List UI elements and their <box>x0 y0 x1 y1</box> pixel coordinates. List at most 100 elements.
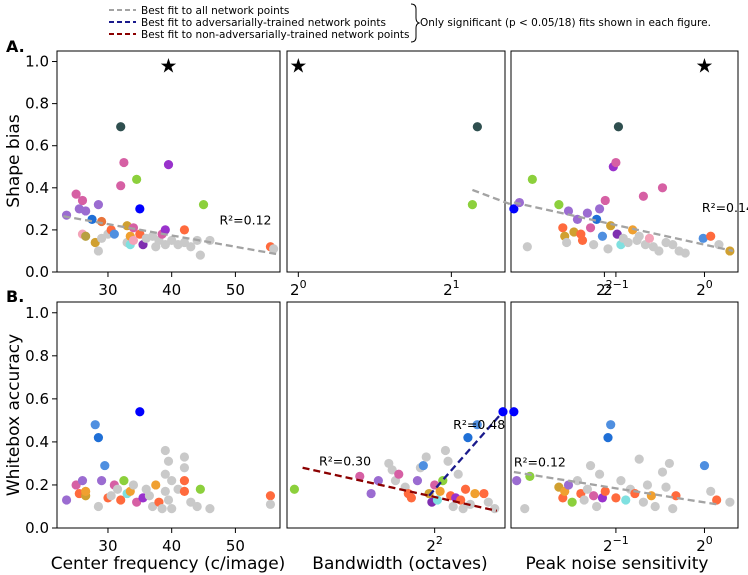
y-tick-label: 1.0 <box>25 53 49 71</box>
data-point <box>81 206 91 216</box>
data-point <box>109 229 119 239</box>
data-point <box>520 504 530 514</box>
y-axis-label: Whitebox accuracy <box>4 334 24 496</box>
data-point <box>192 501 202 512</box>
data-point <box>706 231 716 241</box>
data-point <box>93 433 104 443</box>
x-tick-label: 30 <box>98 281 117 299</box>
data-point <box>563 206 574 216</box>
x-tick-label: 30 <box>98 537 117 555</box>
data-point <box>81 486 91 497</box>
data-point <box>81 231 91 241</box>
r2-label: R²=0.48 <box>453 417 505 432</box>
data-point <box>77 476 88 486</box>
data-point <box>77 195 88 206</box>
data-point <box>97 476 107 486</box>
data-point <box>558 223 568 233</box>
x-tick-label: 20 <box>290 278 307 299</box>
data-point <box>621 495 631 505</box>
y-tick-label: 0.8 <box>25 347 49 365</box>
data-point <box>160 486 170 497</box>
data-point <box>472 122 482 132</box>
r2-label: R²=0.30 <box>319 454 371 469</box>
y-tick-label: 0.2 <box>25 221 49 239</box>
data-point <box>418 460 428 471</box>
data-point <box>440 445 451 456</box>
data-point <box>100 460 110 471</box>
data-point <box>144 491 154 501</box>
y-tick-label: 0.6 <box>25 390 49 408</box>
y-tick-label: 0.4 <box>25 433 49 451</box>
data-point <box>116 122 126 132</box>
x-tick-label: 20 <box>696 278 713 299</box>
y-tick-label: 0.6 <box>25 137 49 155</box>
x-tick-label: 2−1 <box>603 534 629 555</box>
data-point <box>128 235 139 246</box>
data-point <box>135 204 145 214</box>
data-point <box>638 497 648 507</box>
data-point <box>642 480 653 490</box>
data-point <box>132 174 142 184</box>
data-point <box>71 189 81 199</box>
data-point <box>579 495 589 505</box>
x-tick-label: 50 <box>226 537 245 555</box>
data-point <box>611 493 621 503</box>
data-point <box>163 495 174 505</box>
y-tick-label: 0.4 <box>25 179 49 197</box>
data-point <box>151 480 161 490</box>
data-point <box>97 216 107 227</box>
data-point <box>606 420 616 430</box>
panel-shape-bias-vs-peak-noise: 2−1 20 R²=0.14 ★ <box>509 50 748 299</box>
data-point <box>205 235 215 246</box>
data-point <box>394 469 404 479</box>
data-point <box>116 495 126 505</box>
data-point <box>582 484 592 494</box>
data-point <box>186 242 196 252</box>
panel-whitebox-vs-center-frequency: 0.0 0.2 0.4 0.6 0.8 1.0 30 40 50 Whitebox accurac… <box>4 301 285 574</box>
x-tick-label: 2−1 <box>603 278 629 299</box>
data-point <box>93 200 104 210</box>
data-point <box>448 501 458 512</box>
data-point <box>135 407 145 417</box>
data-point <box>657 183 668 193</box>
row-tag-a: A. <box>6 37 25 56</box>
legend-label-all: Best fit to all network points <box>141 5 289 17</box>
y-tick-label: 0.0 <box>25 519 49 537</box>
data-point <box>698 233 708 243</box>
data-point <box>163 456 174 466</box>
data-point <box>167 476 177 486</box>
data-point <box>453 469 463 479</box>
data-point <box>112 484 123 494</box>
data-point <box>638 191 648 201</box>
x-tick-label: 40 <box>162 537 181 555</box>
r2-label: R²=0.14 <box>702 200 748 215</box>
data-point <box>498 407 508 417</box>
data-point <box>93 246 104 256</box>
data-point <box>680 248 690 258</box>
data-point <box>522 242 532 252</box>
legend-brace <box>410 3 421 43</box>
panel-whitebox-vs-peak-noise: 2−1 20 R²=0.12 Peak noise sensitivity <box>509 301 739 574</box>
data-point <box>509 204 519 214</box>
data-point <box>668 504 678 514</box>
data-point <box>179 452 190 462</box>
data-point <box>585 460 596 471</box>
data-point <box>167 504 177 514</box>
data-point <box>650 501 660 512</box>
data-point <box>163 160 174 170</box>
data-point <box>269 244 279 254</box>
x-axis-label: Bandwidth (octaves) <box>312 554 487 574</box>
y-tick-label: 0.0 <box>25 263 49 281</box>
data-point <box>569 227 579 237</box>
data-point <box>577 235 588 246</box>
data-point <box>616 476 626 486</box>
axes-frame <box>510 301 739 529</box>
data-point <box>198 200 209 210</box>
data-point <box>387 465 397 475</box>
y-tick-label: 0.8 <box>25 95 49 113</box>
data-point <box>119 157 129 168</box>
data-point <box>592 501 602 512</box>
data-point <box>644 233 655 243</box>
data-point <box>509 407 519 417</box>
data-point <box>179 225 190 235</box>
